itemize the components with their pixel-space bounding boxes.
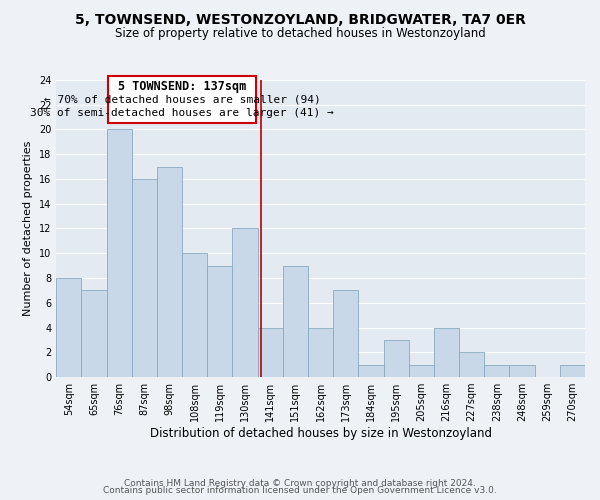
Bar <box>333 290 358 377</box>
Bar <box>132 179 157 377</box>
Text: 30% of semi-detached houses are larger (41) →: 30% of semi-detached houses are larger (… <box>30 108 334 118</box>
Bar <box>182 253 207 377</box>
Bar <box>82 290 107 377</box>
Bar <box>257 328 283 377</box>
Bar <box>409 364 434 377</box>
Bar <box>484 364 509 377</box>
Bar <box>358 364 383 377</box>
FancyBboxPatch shape <box>108 76 256 123</box>
Bar <box>107 130 132 377</box>
Bar <box>459 352 484 377</box>
Bar <box>232 228 257 377</box>
Y-axis label: Number of detached properties: Number of detached properties <box>23 141 33 316</box>
Text: Contains public sector information licensed under the Open Government Licence v3: Contains public sector information licen… <box>103 486 497 495</box>
Bar <box>56 278 82 377</box>
Text: ← 70% of detached houses are smaller (94): ← 70% of detached houses are smaller (94… <box>44 94 320 104</box>
Bar <box>283 266 308 377</box>
Bar <box>157 166 182 377</box>
Bar <box>383 340 409 377</box>
Text: 5, TOWNSEND, WESTONZOYLAND, BRIDGWATER, TA7 0ER: 5, TOWNSEND, WESTONZOYLAND, BRIDGWATER, … <box>74 12 526 26</box>
Bar <box>207 266 232 377</box>
Bar <box>434 328 459 377</box>
Bar <box>509 364 535 377</box>
Bar <box>560 364 585 377</box>
Text: Contains HM Land Registry data © Crown copyright and database right 2024.: Contains HM Land Registry data © Crown c… <box>124 478 476 488</box>
Text: Size of property relative to detached houses in Westonzoyland: Size of property relative to detached ho… <box>115 28 485 40</box>
X-axis label: Distribution of detached houses by size in Westonzoyland: Distribution of detached houses by size … <box>149 427 491 440</box>
Bar <box>308 328 333 377</box>
Text: 5 TOWNSEND: 137sqm: 5 TOWNSEND: 137sqm <box>118 80 246 93</box>
